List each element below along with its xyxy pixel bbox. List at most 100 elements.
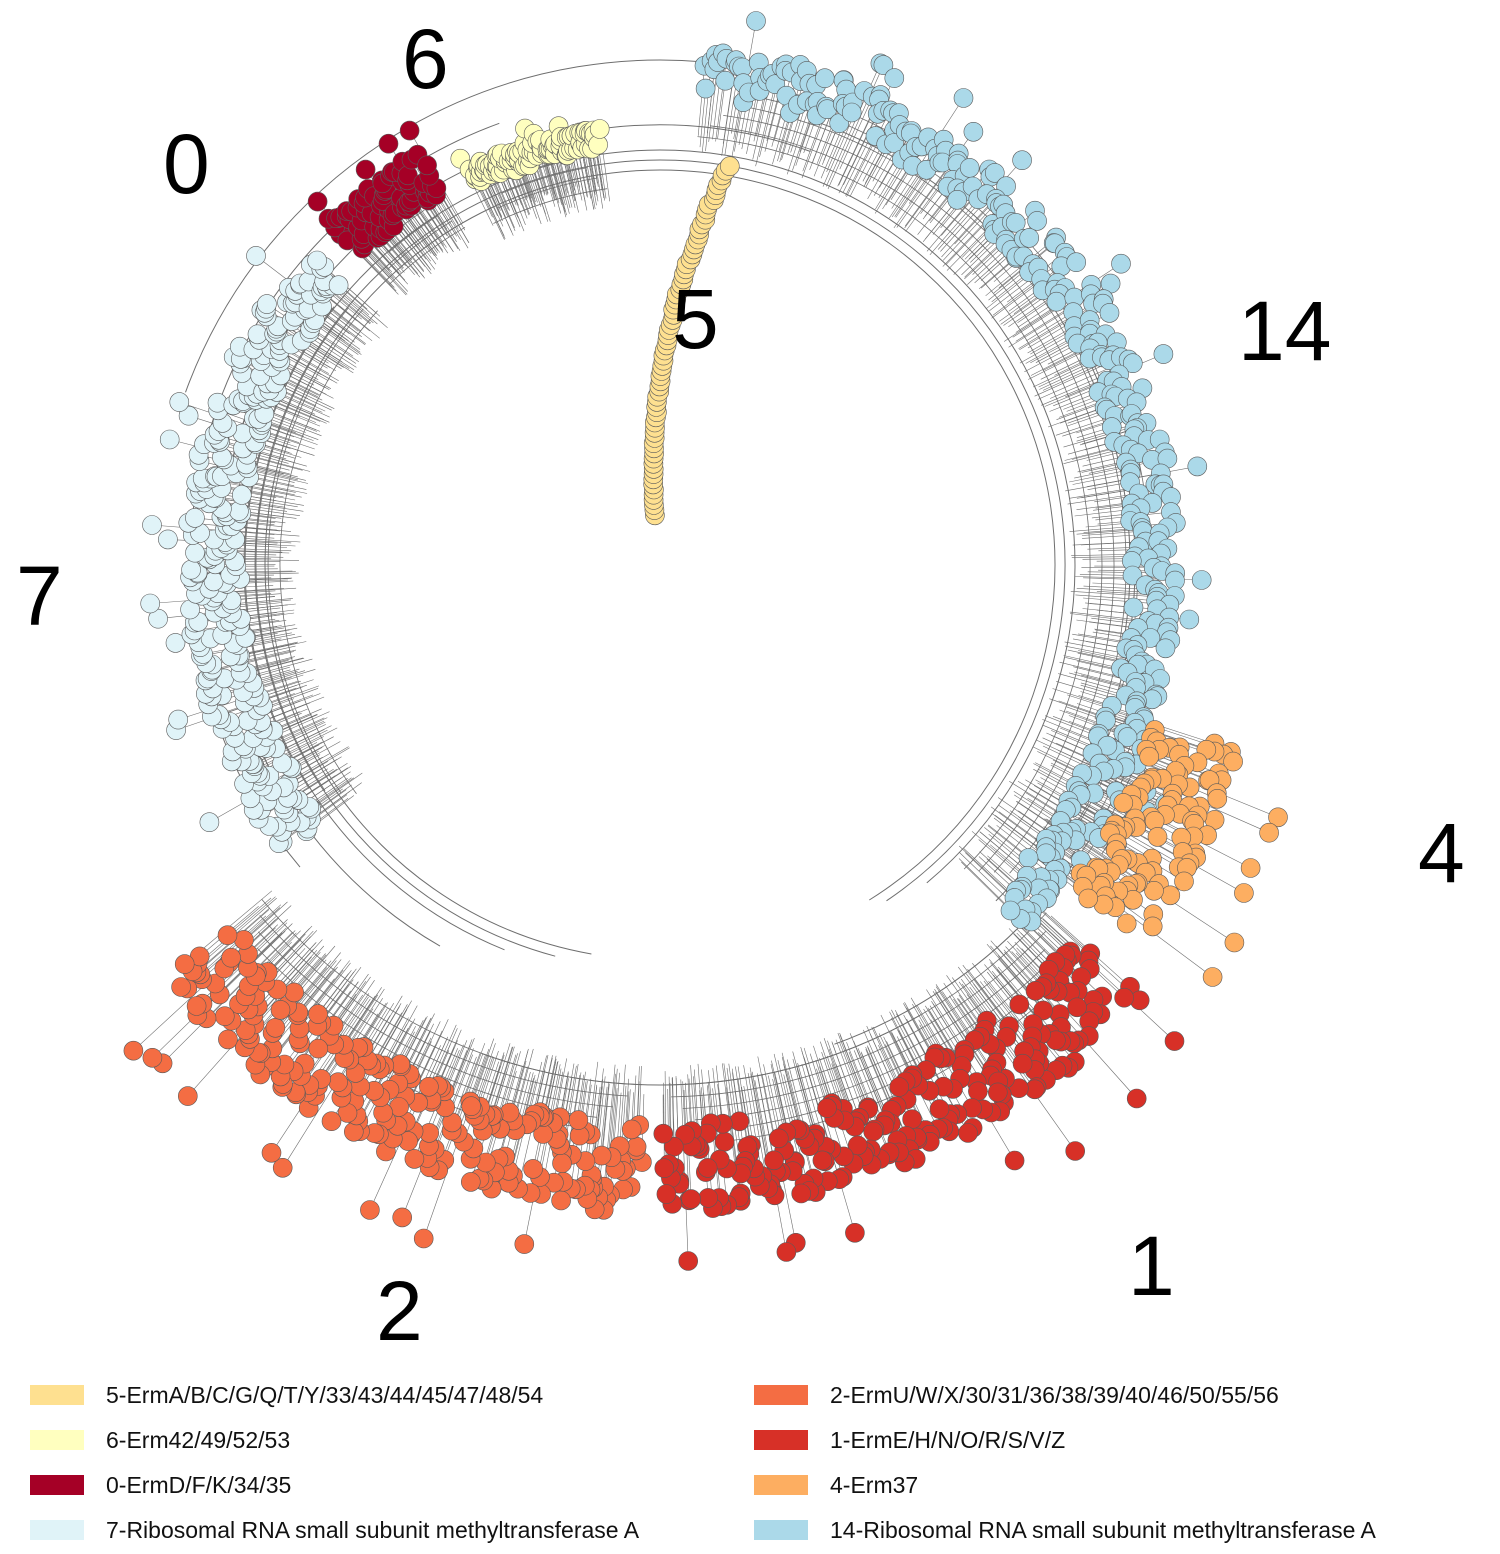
leaf-node-cluster-2: [360, 1200, 380, 1220]
leaf-node-cluster-1: [863, 1121, 884, 1142]
leaf-node-cluster-1: [845, 1223, 865, 1243]
leaf-node-cluster-14: [841, 102, 862, 123]
leaf-node-cluster-2: [404, 1149, 425, 1169]
leaf-node-cluster-0: [355, 159, 376, 180]
leaf-node-cluster-7: [181, 559, 201, 580]
leaf-node-cluster-2: [419, 1077, 439, 1097]
leaf-node-cluster-4: [1144, 880, 1164, 901]
leaf-node-cluster-1: [764, 1150, 784, 1171]
leaf-node-cluster-4: [1123, 889, 1143, 910]
legend-swatch-0: [30, 1475, 84, 1495]
leaf-node-cluster-14: [1012, 150, 1032, 170]
leaf-node-cluster-2: [392, 1207, 413, 1228]
cluster-label-2: 2: [376, 1264, 423, 1358]
legend-swatch-1: [754, 1430, 808, 1450]
legend-swatch-14: [754, 1520, 808, 1540]
legend-swatch-2: [754, 1385, 808, 1405]
leaf-node-cluster-2: [218, 1029, 238, 1050]
leaf-node-cluster-7: [158, 529, 178, 550]
tree-leaves: [123, 11, 1288, 1271]
leaf-node-cluster-2: [217, 925, 238, 946]
leaf-node-cluster-14: [1046, 291, 1067, 312]
leaf-node-cluster-2: [568, 1110, 589, 1130]
leaf-node-cluster-2: [551, 1190, 571, 1211]
leaf-node-cluster-2: [308, 1038, 329, 1059]
legend-item-0: 0-ErmD/F/K/34/35: [30, 1470, 291, 1500]
leaf-node-cluster-7: [247, 324, 268, 345]
leaf-node-cluster-4: [1116, 913, 1137, 934]
leaf-node-cluster-7: [229, 501, 249, 521]
cluster-labels: 0 6 5 14 7 4 1 2: [16, 12, 1465, 1358]
leaf-node-cluster-0: [307, 191, 328, 212]
leaf-node-cluster-7: [307, 250, 327, 271]
leaf-node-cluster-0: [399, 120, 420, 141]
leaf-node-cluster-2: [460, 1172, 481, 1192]
leaf-node-cluster-2: [343, 1122, 364, 1142]
leaf-node-cluster-2: [621, 1119, 642, 1140]
leaf-node-cluster-14: [1117, 727, 1138, 747]
leaf-node-cluster-4: [1139, 746, 1159, 767]
legend-label-14: 14-Ribosomal RNA small subunit methyltra…: [830, 1516, 1376, 1543]
leaf-node-cluster-1: [1012, 1053, 1033, 1074]
leaf-node-cluster-14: [984, 163, 1005, 183]
cluster-label-1: 1: [1128, 1219, 1175, 1313]
legend-item-1: 1-ErmE/H/N/O/R/S/V/Z: [754, 1425, 1065, 1455]
legend-item-2: 2-ErmU/W/X/30/31/36/38/39/40/46/50/55/56: [754, 1380, 1279, 1410]
legend-swatch-6: [30, 1430, 84, 1450]
leaf-node-cluster-1: [653, 1123, 674, 1144]
leaf-node-cluster-0: [417, 155, 437, 176]
leaf-node-cluster-2: [171, 977, 191, 997]
leaf-node-cluster-4: [1147, 827, 1168, 847]
leaf-node-cluster-2: [523, 1159, 543, 1179]
leaf-node-cluster-2: [178, 1086, 198, 1106]
leaf-node-cluster-1: [1009, 994, 1030, 1015]
leaf-node-cluster-1: [1067, 997, 1087, 1018]
leaf-node-cluster-14: [873, 55, 894, 75]
leaf-node-cluster-7: [257, 294, 277, 314]
leaf-node-cluster-1: [958, 1123, 978, 1143]
leaf-node-cluster-1: [1033, 1000, 1053, 1021]
leaf-node-cluster-14: [1000, 900, 1021, 921]
leaf-node-cluster-14: [884, 68, 905, 88]
leaf-node-cluster-2: [265, 1018, 286, 1038]
leaf-node-cluster-2: [221, 947, 241, 968]
leaf-node-cluster-1: [698, 1188, 719, 1208]
leaf-node-cluster-7: [165, 633, 186, 653]
leaf-node-cluster-14: [947, 190, 968, 210]
leaf-node-cluster-14: [1066, 252, 1086, 273]
cluster-label-6: 6: [402, 12, 449, 106]
legend-label-0: 0-ErmD/F/K/34/35: [106, 1471, 292, 1498]
leaf-node-cluster-1: [729, 1111, 750, 1132]
leaf-node-cluster-2: [284, 982, 304, 1003]
leaf-node-cluster-1: [1114, 987, 1134, 1008]
leaf-node-cluster-1: [656, 1184, 677, 1204]
circular-phylogenetic-tree: 0 6 5 14 7 4 1 2: [16, 11, 1465, 1358]
leaf-node-cluster-1: [678, 1251, 699, 1271]
leaf-node-cluster-2: [186, 996, 207, 1016]
leaf-node-cluster-14: [959, 158, 980, 178]
leaf-node-cluster-1: [817, 1098, 837, 1118]
leaf-node-cluster-2: [413, 1228, 434, 1249]
leaf-node-cluster-1: [697, 1158, 718, 1178]
leaf-node-cluster-14: [1111, 253, 1131, 274]
cluster-label-5: 5: [672, 272, 719, 366]
leaf-node-cluster-1: [929, 1099, 950, 1119]
leaf-node-cluster-1: [654, 1158, 675, 1178]
leaf-node-cluster-4: [1268, 807, 1288, 828]
leaf-node-cluster-1: [776, 1242, 797, 1262]
leaf-node-cluster-1: [889, 1077, 910, 1097]
leaf-node-cluster-2: [174, 954, 195, 974]
leaf-node-cluster-14: [953, 88, 974, 108]
leaf-node-cluster-7: [199, 812, 220, 833]
cluster-label-7: 7: [16, 549, 63, 643]
legend-label-7: 7-Ribosomal RNA small subunit methyltran…: [106, 1516, 640, 1543]
leaf-node-cluster-14: [1019, 228, 1039, 248]
leaf-node-cluster-14: [814, 68, 835, 88]
leaf-node-cluster-7: [178, 405, 199, 426]
leaf-node-cluster-14: [1123, 597, 1144, 618]
leaf-node-cluster-1: [1009, 1078, 1029, 1098]
leaf-node-cluster-4: [1224, 932, 1245, 953]
leaf-node-cluster-2: [328, 1072, 348, 1092]
leaf-node-cluster-14: [1099, 303, 1120, 323]
legend-item-14: 14-Ribosomal RNA small subunit methyltra…: [754, 1515, 1376, 1545]
